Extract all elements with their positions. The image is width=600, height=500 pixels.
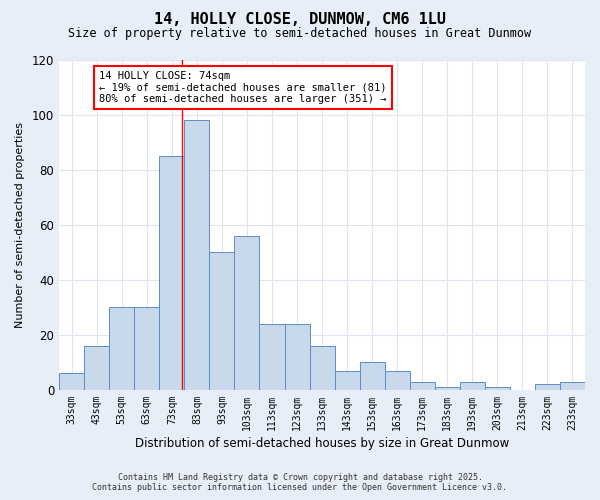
Bar [485,387,510,390]
Bar [259,324,284,390]
Bar [359,362,385,390]
Bar [335,370,359,390]
Bar [435,387,460,390]
Bar [410,382,435,390]
Text: Size of property relative to semi-detached houses in Great Dunmow: Size of property relative to semi-detach… [68,28,532,40]
Bar [385,370,410,390]
Bar [109,308,134,390]
Bar [209,252,235,390]
Bar [460,382,485,390]
Y-axis label: Number of semi-detached properties: Number of semi-detached properties [15,122,25,328]
Bar [310,346,335,390]
Bar [59,374,84,390]
Text: 14 HOLLY CLOSE: 74sqm
← 19% of semi-detached houses are smaller (81)
80% of semi: 14 HOLLY CLOSE: 74sqm ← 19% of semi-deta… [99,71,387,104]
Bar [184,120,209,390]
Text: 14, HOLLY CLOSE, DUNMOW, CM6 1LU: 14, HOLLY CLOSE, DUNMOW, CM6 1LU [154,12,446,28]
Bar [160,156,184,390]
Bar [134,308,160,390]
Bar [535,384,560,390]
Bar [284,324,310,390]
Text: Contains HM Land Registry data © Crown copyright and database right 2025.
Contai: Contains HM Land Registry data © Crown c… [92,473,508,492]
Bar [235,236,259,390]
Bar [560,382,585,390]
Bar [84,346,109,390]
X-axis label: Distribution of semi-detached houses by size in Great Dunmow: Distribution of semi-detached houses by … [135,437,509,450]
